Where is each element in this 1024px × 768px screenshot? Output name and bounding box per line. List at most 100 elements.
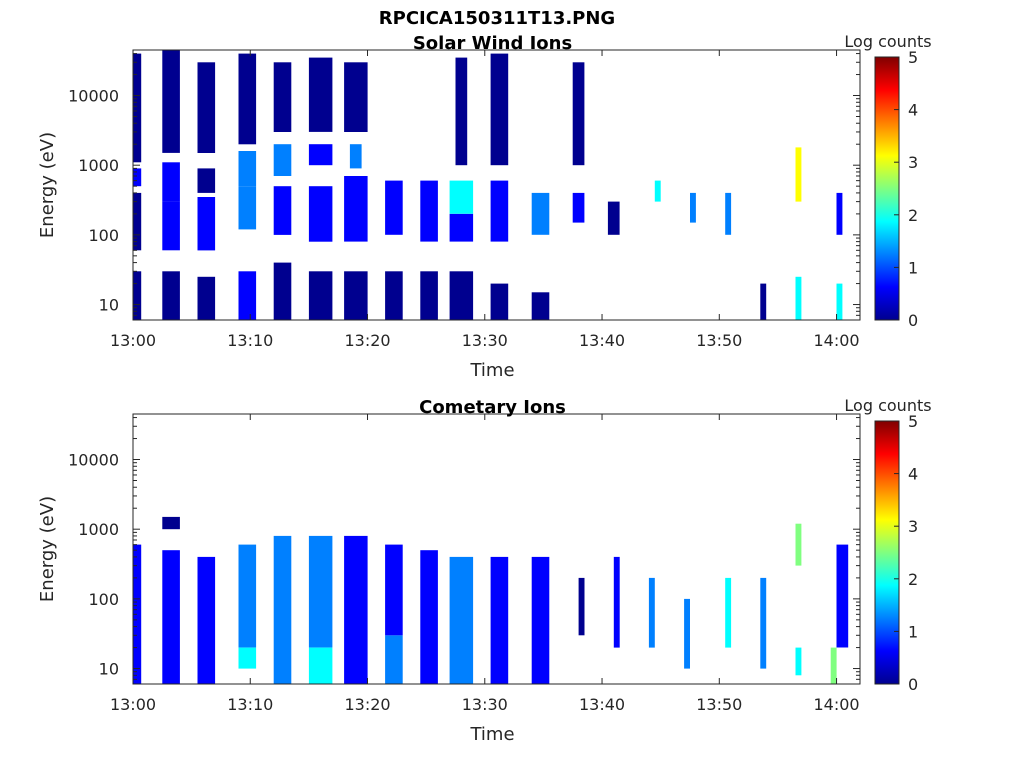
x-tick-label: 13:50 [696,695,742,714]
axes-frame [132,413,861,685]
heatmap-cell [490,53,509,166]
y-tick-label: 10 [99,296,119,315]
heatmap-cell [197,197,216,251]
x-tick-label: 13:40 [579,695,625,714]
x-tick-label: 13:10 [227,331,273,350]
panel-1: 13:00 13:10 13:20 13:30 13:40 13:50 14:0010100… [37,396,932,745]
heatmap-cell [162,271,180,320]
colorbar-tick-label: 1 [908,622,918,641]
heatmap-cell [197,168,216,193]
heatmap-cell [133,544,142,684]
colorbar-tick-label: 5 [908,412,918,431]
heatmap-cell [830,647,837,684]
colorbar-label: Log counts [844,396,931,415]
x-tick-label: 13:00 [110,695,156,714]
heatmap-cell [133,53,142,163]
heatmap-cell [273,62,292,132]
heatmap-cell [420,180,438,242]
y-tick-label: 10000 [68,451,119,470]
heatmap-cell [162,201,180,251]
heatmap-cell [654,180,661,202]
heatmap-cell [795,147,802,202]
heatmap-cells [133,516,849,684]
heatmap-cell [760,577,767,669]
axes-frame [132,49,861,321]
x-tick-label: 13:10 [227,695,273,714]
colorbar-frame [874,56,900,321]
x-tick-label: 14:00 [813,331,859,350]
heatmap-cell [531,192,550,235]
colorbar-frame [874,420,900,685]
colorbar-tick-label: 0 [908,675,918,694]
heatmap-cell [684,598,690,669]
heatmap-cell [238,271,257,320]
heatmap-cell [273,144,292,176]
heatmap-cell [162,516,180,530]
heatmap-cell [349,144,362,169]
colorbar-tick-label: 4 [908,465,918,484]
heatmap-cell [133,168,142,187]
heatmap-cell [197,276,216,320]
heatmap-cell [308,535,333,648]
heatmap-cell [162,550,180,684]
y-axis-label: Energy (eV) [37,132,58,238]
panel-title: Cometary Ions [419,397,566,418]
heatmap-cell [690,192,696,223]
x-tick-label: 13:00 [110,331,156,350]
heatmap-cell [385,271,403,320]
heatmap-cell [238,151,257,187]
x-tick-label: 13:30 [462,331,508,350]
y-tick-label: 100 [88,590,119,609]
heatmap-cell [490,556,509,684]
heatmap-cell [273,186,292,235]
heatmap-cell [385,635,403,684]
x-axis-label: Time [469,724,514,745]
colorbar-tick-label: 5 [908,48,918,67]
heatmap-cell [795,647,802,676]
heatmap-cell [725,192,732,235]
colorbar-tick-label: 4 [908,101,918,120]
colorbar-label: Log counts [844,32,931,51]
heatmap-cell [133,192,142,251]
heatmap-cell [344,535,368,684]
heatmap-cell [385,180,403,235]
x-tick-label: 13:40 [579,331,625,350]
heatmap-cell [795,523,802,566]
heatmap-cell [531,556,550,684]
x-tick-label: 13:50 [696,331,742,350]
heatmap-cell [197,556,216,684]
heatmap-cell [308,186,333,242]
y-axis-label: Energy (eV) [37,496,58,602]
colorbar-tick-label: 2 [908,570,918,589]
colorbar-tick-label: 1 [908,258,918,277]
x-tick-label: 13:20 [344,331,390,350]
heatmap-cell [308,144,333,166]
heatmap-cell [760,283,767,320]
heatmap-cell [449,213,474,242]
x-tick-label: 13:20 [344,695,390,714]
heatmap-cell [420,271,438,320]
heatmap-cell [197,62,216,153]
colorbar-tick-label: 2 [908,206,918,225]
y-tick-label: 1000 [78,156,119,175]
heatmap-cell [344,271,368,320]
heatmap-cell [648,577,655,648]
heatmap-cell [308,647,333,684]
heatmap-cell [238,186,257,230]
heatmap-cell [238,647,257,669]
heatmap-cell [613,556,620,648]
panel-0: 13:00 13:10 13:20 13:30 13:40 13:50 14:00 10 100… [37,32,932,381]
colorbar-tick-label: 3 [908,153,918,172]
heatmap-cell [572,192,585,223]
heatmap-cell [725,577,732,648]
heatmap-cell [490,180,509,242]
heatmap-cell [385,544,403,636]
x-tick-label: 14:00 [813,695,859,714]
colorbar [875,57,899,320]
heatmap-cell [578,577,585,636]
colorbar [875,421,899,684]
heatmap-cell [344,62,368,132]
heatmap-cell [308,271,333,320]
heatmap-cell [162,162,180,202]
heatmap-cell [273,262,292,320]
